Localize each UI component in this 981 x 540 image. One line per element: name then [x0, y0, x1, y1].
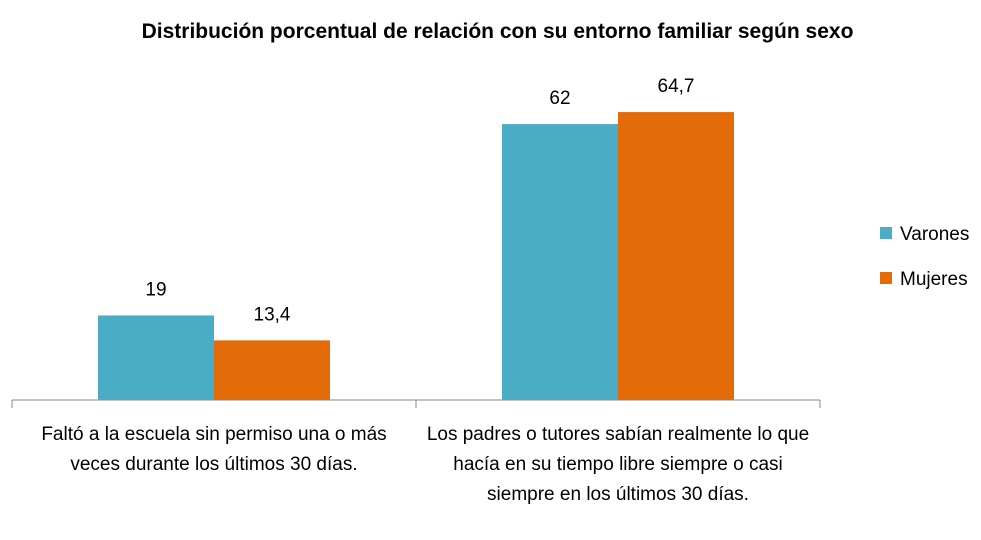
legend-label: Varones — [900, 224, 969, 245]
bar — [98, 315, 214, 400]
bar — [502, 124, 618, 400]
legend-label: Mujeres — [900, 269, 968, 290]
legend-swatch — [880, 272, 892, 284]
x-tick-label: Los padres o tutores sabían realmente lo… — [426, 424, 810, 505]
data-label: 62 — [549, 88, 570, 109]
chart-title: Distribución porcentual de relación con … — [141, 20, 854, 43]
data-label: 13,4 — [254, 304, 291, 325]
legend-swatch — [880, 227, 892, 239]
bar — [618, 112, 734, 401]
bar — [214, 340, 330, 400]
data-label: 64,7 — [658, 76, 695, 97]
x-tick-label: Faltó a la escuela sin permiso una o más… — [41, 424, 387, 475]
data-label: 19 — [145, 279, 166, 300]
